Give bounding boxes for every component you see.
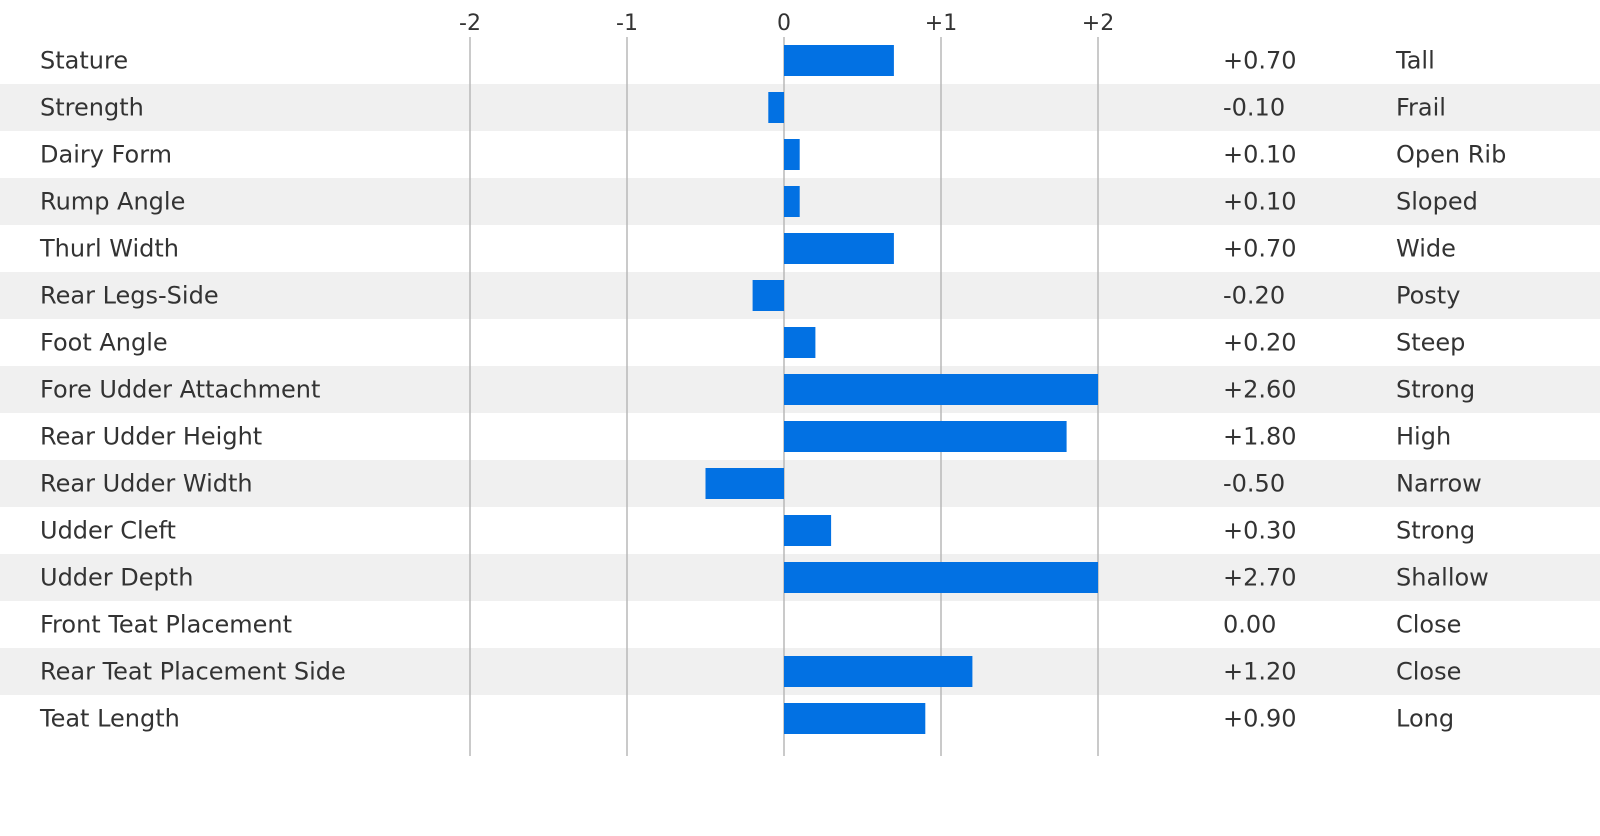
trait-label: Strength bbox=[40, 94, 144, 122]
descriptor-label: Sloped bbox=[1396, 188, 1478, 216]
trait-label: Udder Depth bbox=[40, 564, 193, 592]
value-label: +0.20 bbox=[1223, 329, 1297, 357]
value-label: +2.70 bbox=[1223, 564, 1297, 592]
descriptor-label: Open Rib bbox=[1396, 141, 1506, 169]
bar bbox=[784, 515, 832, 546]
trait-label: Rear Legs-Side bbox=[40, 282, 219, 310]
descriptor-label: Steep bbox=[1396, 329, 1465, 357]
row-background bbox=[0, 84, 1600, 131]
value-label: +2.60 bbox=[1223, 376, 1297, 404]
trait-label: Udder Cleft bbox=[40, 517, 176, 545]
x-tick-label: +1 bbox=[925, 11, 957, 36]
bar bbox=[705, 468, 784, 499]
value-label: +0.70 bbox=[1223, 47, 1297, 75]
trait-label: Foot Angle bbox=[40, 329, 168, 357]
descriptor-label: Tall bbox=[1395, 47, 1435, 75]
descriptor-label: Shallow bbox=[1396, 564, 1489, 592]
row-background bbox=[0, 272, 1600, 319]
value-labels: +0.70 -0.10 +0.10 +0.10 +0.70 -0.20 +0.20 +2.60… bbox=[1223, 47, 1297, 733]
bars bbox=[705, 45, 1098, 734]
trait-label: Rear Udder Width bbox=[40, 470, 253, 498]
descriptor-label: High bbox=[1396, 423, 1451, 451]
descriptor-label: Narrow bbox=[1396, 470, 1482, 498]
x-tick-label: 0 bbox=[777, 11, 791, 36]
row-background bbox=[0, 460, 1600, 507]
x-tick-label: +2 bbox=[1082, 11, 1114, 36]
trait-label: Fore Udder Attachment bbox=[40, 376, 320, 404]
x-tick-label: -1 bbox=[616, 11, 638, 36]
trait-label: Rear Teat Placement Side bbox=[40, 658, 346, 686]
bar bbox=[784, 421, 1067, 452]
value-label: +1.80 bbox=[1223, 423, 1297, 451]
descriptor-labels: Tall Frail Open Rib Sloped Wide Posty Steep Str… bbox=[1395, 47, 1506, 733]
trait-label: Front Teat Placement bbox=[40, 611, 292, 639]
value-label: +0.10 bbox=[1223, 188, 1297, 216]
value-label: +0.10 bbox=[1223, 141, 1297, 169]
bar bbox=[784, 233, 894, 264]
value-label: +0.90 bbox=[1223, 705, 1297, 733]
descriptor-label: Strong bbox=[1396, 376, 1475, 404]
value-label: +0.70 bbox=[1223, 235, 1297, 263]
descriptor-label: Close bbox=[1396, 611, 1461, 639]
descriptor-label: Wide bbox=[1396, 235, 1456, 263]
x-tick-label: -2 bbox=[459, 11, 481, 36]
value-label: -0.20 bbox=[1223, 282, 1285, 310]
bar bbox=[784, 656, 973, 687]
trait-label: Thurl Width bbox=[39, 235, 179, 263]
trait-label: Dairy Form bbox=[40, 141, 172, 169]
descriptor-label: Frail bbox=[1396, 94, 1446, 122]
descriptor-label: Strong bbox=[1396, 517, 1475, 545]
bar bbox=[784, 139, 800, 170]
trait-label: Teat Length bbox=[39, 705, 180, 733]
value-label: -0.10 bbox=[1223, 94, 1285, 122]
bar bbox=[784, 374, 1098, 405]
bar bbox=[784, 703, 926, 734]
descriptor-label: Long bbox=[1396, 705, 1454, 733]
descriptor-label: Posty bbox=[1396, 282, 1460, 310]
descriptor-label: Close bbox=[1396, 658, 1461, 686]
value-label: 0.00 bbox=[1223, 611, 1276, 639]
trait-label: Rump Angle bbox=[40, 188, 185, 216]
bar bbox=[784, 45, 894, 76]
value-label: +0.30 bbox=[1223, 517, 1297, 545]
bar bbox=[752, 280, 784, 311]
bar bbox=[784, 186, 800, 217]
bar bbox=[784, 327, 816, 358]
value-label: -0.50 bbox=[1223, 470, 1285, 498]
value-label: +1.20 bbox=[1223, 658, 1297, 686]
bar bbox=[784, 562, 1098, 593]
trait-label: Stature bbox=[40, 47, 128, 75]
trait-labels: Stature Strength Dairy Form Rump Angle Thurl… bbox=[39, 47, 346, 733]
trait-label: Rear Udder Height bbox=[40, 423, 262, 451]
x-tick-labels: -2 -1 0 +1 +2 bbox=[459, 11, 1114, 36]
bar bbox=[768, 92, 784, 123]
row-background bbox=[0, 178, 1600, 225]
